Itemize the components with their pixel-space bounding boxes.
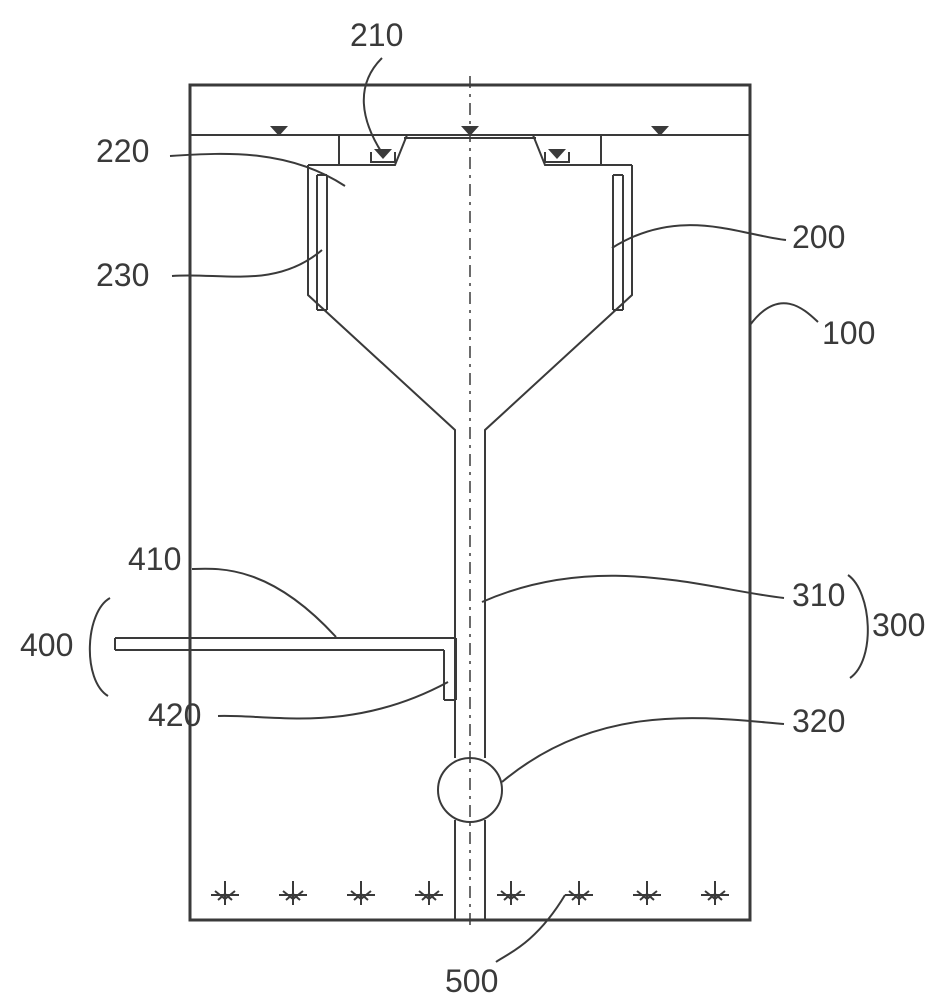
outer-tank — [190, 85, 750, 920]
top-level-indicators — [270, 126, 669, 162]
label-320: 320 — [792, 703, 845, 739]
label-310: 310 — [792, 577, 845, 613]
label-300: 300 — [872, 607, 925, 643]
label-400: 400 — [20, 627, 73, 663]
label-410: 410 — [128, 541, 181, 577]
label-220: 220 — [96, 133, 149, 169]
inlet-pipe — [115, 638, 456, 700]
label-210: 210 — [350, 17, 403, 53]
baffle-left — [317, 175, 327, 310]
label-100: 100 — [822, 315, 875, 351]
label-500: 500 — [445, 963, 498, 999]
label-230: 230 — [96, 257, 149, 293]
label-200: 200 — [792, 219, 845, 255]
labels: 210 220 230 200 100 310 300 320 410 400 … — [20, 17, 925, 999]
label-420: 420 — [148, 697, 201, 733]
patent-figure: 210 220 230 200 100 310 300 320 410 400 … — [0, 0, 940, 1000]
